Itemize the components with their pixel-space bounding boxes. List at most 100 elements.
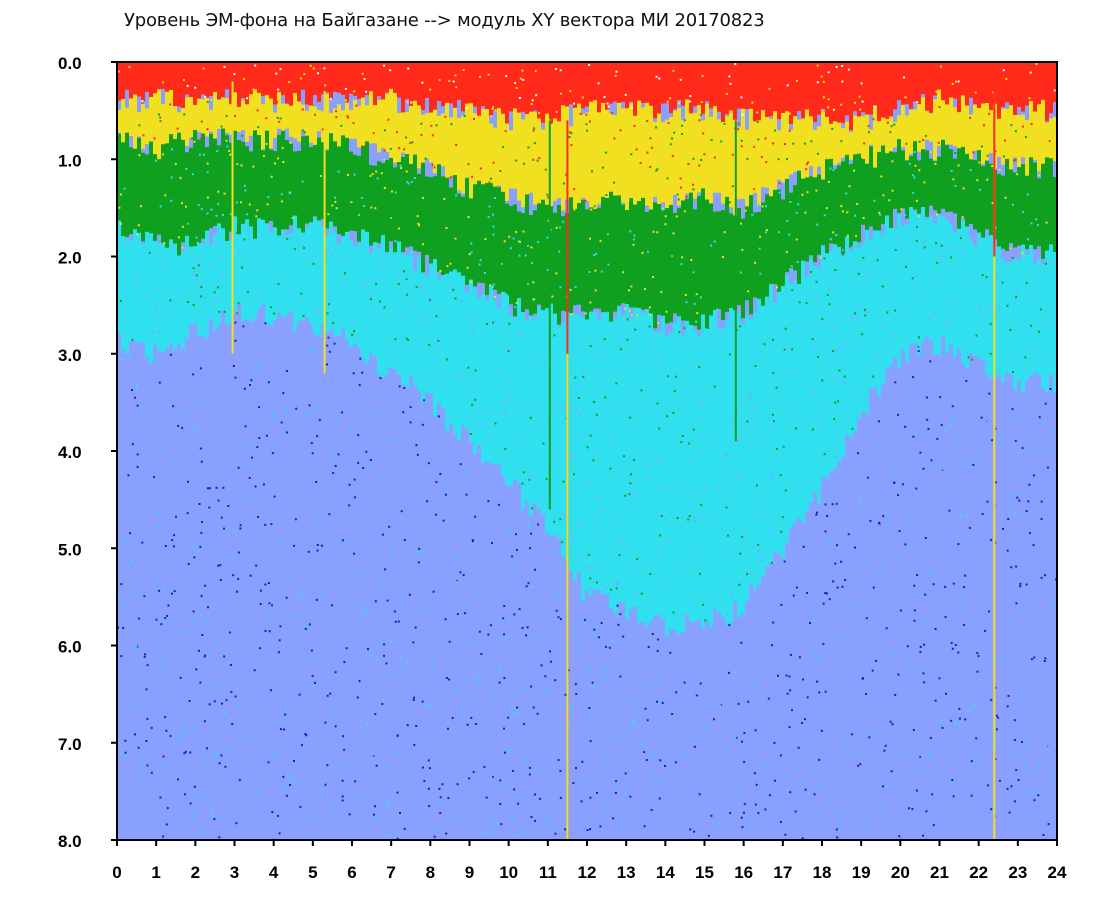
heatmap-speckle (195, 426, 198, 429)
heatmap-speckle (945, 692, 947, 695)
heatmap-speckle (224, 712, 227, 714)
heatmap-band-medium (873, 230, 877, 388)
heatmap-band-elevated (461, 196, 465, 286)
heatmap-speckle (206, 128, 209, 131)
heatmap-band-medium (977, 232, 981, 359)
heatmap-speckle (330, 604, 333, 607)
heatmap-speckle (1043, 421, 1046, 424)
heatmap-speckle (640, 743, 643, 746)
heatmap-speckle (780, 603, 783, 606)
heatmap-speckle (1032, 474, 1035, 477)
heatmap-speckle (997, 716, 1000, 719)
heatmap-band-highest (789, 62, 793, 124)
heatmap-speckle (467, 498, 470, 501)
heatmap-speckle (584, 199, 587, 202)
heatmap-speckle (264, 523, 267, 526)
heatmap-band-highest (953, 62, 957, 99)
heatmap-speckle (1040, 518, 1043, 520)
heatmap-speckle (200, 329, 203, 331)
heatmap-speckle (298, 693, 301, 696)
heatmap-speckle (186, 630, 189, 633)
heatmap-band-highest (969, 62, 973, 98)
heatmap-speckle (768, 87, 771, 90)
heatmap-speckle (913, 619, 916, 622)
heatmap-speckle (727, 548, 730, 551)
heatmap-speckle (854, 342, 857, 344)
heatmap-band-highest (173, 62, 177, 113)
heatmap-speckle (752, 406, 755, 409)
heatmap-speckle (911, 597, 914, 600)
heatmap-speckle (478, 630, 481, 633)
heatmap-band-elevated (497, 187, 501, 294)
heatmap-band-medium (333, 232, 337, 337)
heatmap-speckle (463, 612, 466, 615)
heatmap-band-high (909, 109, 913, 155)
heatmap-speckle (445, 677, 448, 679)
heatmap-band-elevated (857, 153, 861, 243)
heatmap-speckle (772, 472, 775, 475)
heatmap-speckle (161, 265, 164, 268)
heatmap-speckle (244, 189, 247, 192)
heatmap-band-high (465, 103, 469, 187)
heatmap-band-highest (629, 62, 633, 102)
heatmap-speckle (206, 212, 209, 215)
heatmap-speckle (994, 427, 997, 430)
heatmap-speckle (458, 530, 461, 532)
heatmap-speckle (175, 526, 178, 529)
heatmap-speckle (786, 692, 789, 695)
heatmap-speckle (378, 579, 381, 582)
heatmap-speckle (527, 283, 529, 286)
heatmap-band-elevated (485, 182, 489, 295)
heatmap-speckle (649, 573, 652, 575)
heatmap-band-highest (237, 62, 241, 113)
heatmap-band-medium (205, 230, 209, 339)
heatmap-band-high (185, 97, 189, 147)
heatmap-speckle (560, 564, 563, 567)
heatmap-speckle (636, 558, 639, 561)
heatmap-speckle (774, 129, 776, 132)
heatmap-band-high (889, 116, 893, 162)
heatmap-band-elevated (941, 139, 945, 209)
heatmap-speckle (840, 140, 843, 143)
heatmap-speckle (666, 415, 669, 418)
heatmap-speckle (671, 255, 674, 258)
heatmap-speckle (1027, 449, 1030, 451)
heatmap-speckle (553, 457, 556, 460)
heatmap-speckle (192, 304, 195, 307)
heatmap-band-highest (325, 62, 329, 93)
heatmap-speckle (187, 301, 189, 303)
heatmap-speckle (1044, 657, 1047, 660)
heatmap-speckle (427, 759, 430, 762)
heatmap-band-high (173, 106, 177, 148)
heatmap-speckle (200, 473, 203, 476)
heatmap-speckle (489, 177, 492, 180)
heatmap-band-high (285, 104, 289, 129)
heatmap-speckle (527, 525, 530, 528)
heatmap-speckle (454, 237, 457, 240)
heatmap-band-elevated (833, 168, 837, 254)
heatmap-speckle (861, 333, 864, 336)
heatmap-speckle (149, 539, 152, 542)
heatmap-speckle (187, 222, 190, 225)
heatmap-speckle (969, 565, 972, 568)
heatmap-band-highest (921, 62, 925, 95)
heatmap-speckle (1040, 576, 1043, 579)
heatmap-speckle (699, 418, 702, 421)
heatmap-band-medium (193, 246, 197, 324)
heatmap-speckle (436, 337, 439, 340)
heatmap-speckle (899, 533, 902, 536)
heatmap-speckle (513, 568, 516, 571)
heatmap-speckle (232, 556, 235, 559)
heatmap-band-highest (305, 62, 309, 105)
heatmap-speckle (774, 562, 776, 565)
heatmap-speckle (456, 613, 459, 616)
heatmap-speckle (421, 551, 424, 554)
heatmap-speckle (816, 152, 819, 155)
heatmap-speckle (423, 779, 426, 782)
heatmap-band-medium (769, 284, 773, 563)
heatmap-band-elevated (309, 146, 313, 225)
heatmap-speckle (616, 604, 619, 607)
heatmap-band-highest (505, 62, 509, 125)
heatmap-speckle (937, 141, 940, 144)
heatmap-speckle (779, 474, 782, 477)
